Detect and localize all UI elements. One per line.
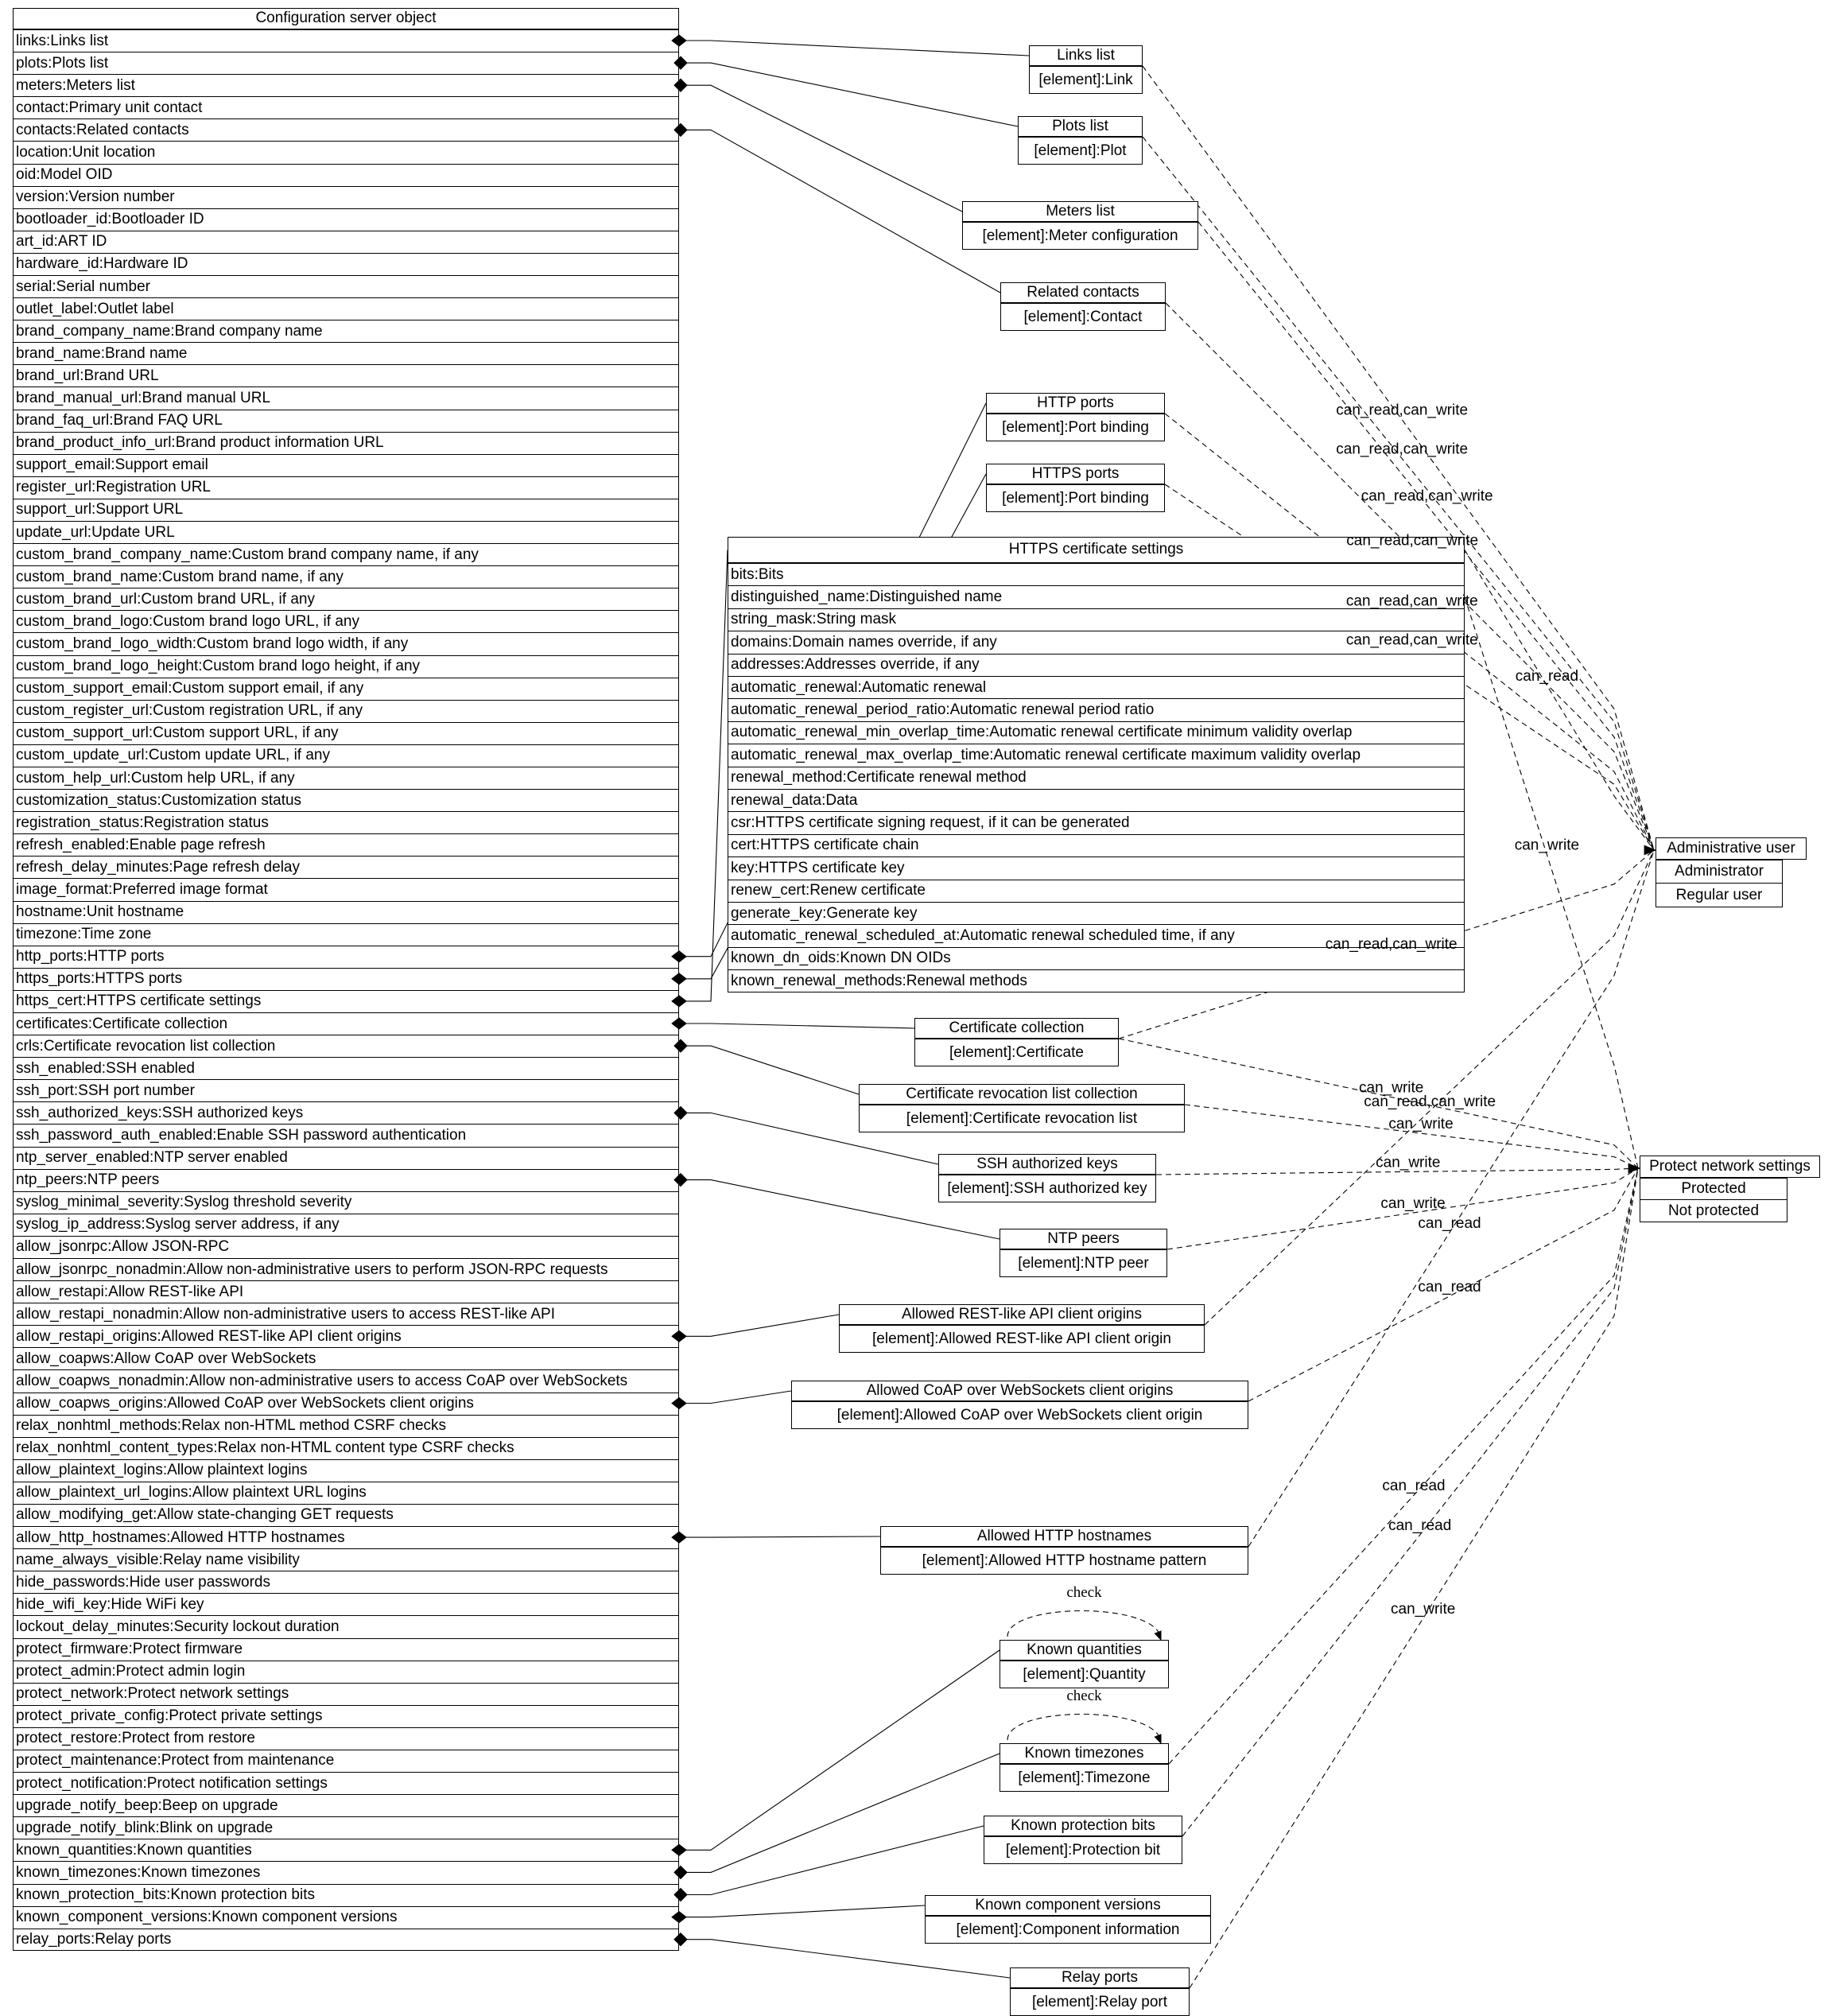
svg-text:can_read,can_write: can_read,can_write bbox=[1336, 402, 1468, 419]
svg-text:check: check bbox=[1066, 1584, 1102, 1601]
svg-text:can_read,can_write: can_read,can_write bbox=[1336, 441, 1468, 458]
svg-text:can_write: can_write bbox=[1388, 1116, 1453, 1132]
svg-text:can_write: can_write bbox=[1359, 1080, 1423, 1097]
svg-text:can_read: can_read bbox=[1418, 1279, 1481, 1295]
svg-text:can_read,can_write: can_read,can_write bbox=[1346, 532, 1478, 549]
svg-text:can_read,can_write: can_read,can_write bbox=[1346, 632, 1478, 649]
svg-text:can_write: can_write bbox=[1376, 1154, 1440, 1171]
svg-text:can_read: can_read bbox=[1516, 668, 1578, 685]
svg-text:can_write: can_write bbox=[1380, 1195, 1445, 1212]
svg-text:can_read,can_write: can_read,can_write bbox=[1346, 593, 1478, 610]
svg-text:can_read,can_write: can_read,can_write bbox=[1326, 936, 1458, 953]
svg-text:can_read: can_read bbox=[1382, 1478, 1445, 1494]
svg-text:can_read: can_read bbox=[1388, 1517, 1451, 1534]
svg-text:can_read,can_write: can_read,can_write bbox=[1361, 487, 1493, 504]
svg-text:can_write: can_write bbox=[1515, 837, 1579, 854]
svg-text:can_write: can_write bbox=[1391, 1601, 1455, 1618]
svg-text:check: check bbox=[1066, 1688, 1102, 1704]
svg-text:can_read: can_read bbox=[1418, 1215, 1481, 1232]
